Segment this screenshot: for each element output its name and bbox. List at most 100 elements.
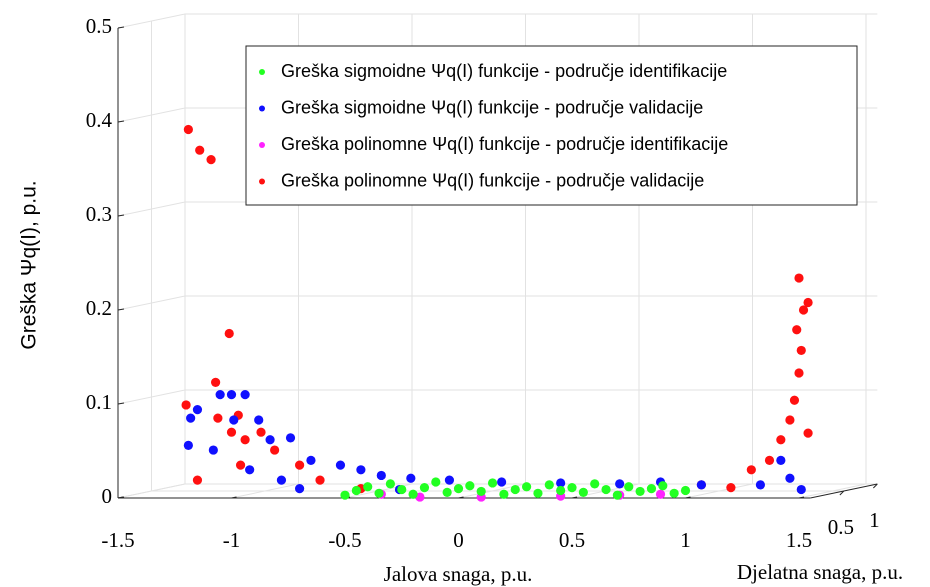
- point: [240, 435, 250, 445]
- grid-line: [151, 21, 844, 492]
- x-tick-label: -0.5: [328, 528, 361, 552]
- point: [215, 390, 225, 400]
- y-tick: [117, 214, 125, 217]
- point: [408, 489, 418, 499]
- point: [226, 427, 237, 437]
- x-tick: [117, 496, 124, 499]
- point: [315, 475, 325, 485]
- x-tick: [231, 496, 237, 499]
- point: [183, 124, 193, 135]
- y-axis-label: Greška Ψq(I), p.u.: [18, 180, 41, 349]
- point: [615, 479, 625, 489]
- point: [635, 486, 645, 497]
- point: [340, 490, 350, 500]
- point: [285, 433, 296, 443]
- point: [612, 490, 623, 500]
- legend-label: Greška polinomne Ψq(I) funkcije - područ…: [281, 170, 704, 190]
- legend-box: [245, 45, 858, 206]
- point: [669, 488, 679, 498]
- legend-marker: [259, 105, 265, 112]
- point: [796, 484, 806, 495]
- point: [794, 273, 804, 283]
- y-tick-label: 0.5: [86, 14, 112, 38]
- grid-line: [117, 295, 878, 311]
- z-tick: [872, 483, 878, 489]
- point: [419, 483, 430, 493]
- point: [256, 427, 266, 437]
- point: [351, 485, 361, 496]
- point: [764, 455, 775, 465]
- z-tick-label: 1: [869, 508, 880, 532]
- point: [224, 328, 234, 339]
- point: [453, 484, 464, 494]
- grid-line: [117, 13, 878, 29]
- y-tick-label: 0.3: [86, 202, 112, 226]
- point: [183, 440, 193, 450]
- x-tick: [458, 496, 464, 499]
- point: [522, 482, 532, 492]
- point: [276, 475, 287, 485]
- point: [235, 460, 246, 470]
- z-tick: [839, 490, 845, 496]
- point: [776, 455, 786, 465]
- legend-label: Greška sigmoidne Ψq(I) funkcije - područ…: [281, 61, 727, 81]
- x-tick: [798, 496, 805, 499]
- point: [556, 485, 566, 496]
- point: [335, 460, 346, 470]
- point: [270, 445, 280, 455]
- point: [696, 480, 706, 490]
- point: [510, 484, 520, 495]
- point: [789, 395, 800, 405]
- point: [226, 390, 237, 400]
- point: [726, 483, 736, 493]
- point: [295, 460, 305, 470]
- point: [356, 465, 366, 475]
- x-tick: [571, 496, 578, 499]
- point: [363, 482, 373, 492]
- point: [211, 377, 221, 387]
- point: [556, 478, 566, 488]
- point: [499, 489, 509, 499]
- point: [487, 478, 498, 488]
- point: [397, 484, 407, 495]
- point: [186, 413, 196, 423]
- point: [476, 486, 486, 497]
- point: [265, 435, 275, 445]
- grid-line: [184, 14, 878, 485]
- legend-marker: [259, 69, 265, 75]
- point: [254, 415, 264, 425]
- point: [406, 473, 416, 483]
- y-tick-label: 0.2: [86, 296, 112, 320]
- point: [578, 487, 588, 497]
- y-tick: [117, 308, 125, 311]
- y-tick-label: 0: [102, 484, 113, 508]
- point: [544, 480, 554, 490]
- point: [295, 484, 305, 494]
- point: [229, 415, 239, 425]
- point: [240, 390, 250, 400]
- y-tick-label: 0.1: [86, 390, 112, 414]
- point: [785, 473, 795, 483]
- y-tick-label: 0.4: [86, 108, 113, 132]
- point: [181, 400, 191, 410]
- legend-marker: [259, 142, 265, 148]
- point: [374, 488, 384, 498]
- legend-marker: [259, 178, 265, 185]
- point: [792, 325, 802, 335]
- point: [306, 455, 316, 465]
- legend-label: Greška sigmoidne Ψq(I) funkcije - područ…: [281, 97, 703, 117]
- point: [796, 345, 806, 356]
- point: [444, 475, 455, 485]
- x-tick-label: 1.5: [786, 528, 812, 552]
- x-tick-label: 0.5: [559, 528, 585, 552]
- x-tick: [685, 496, 691, 499]
- point: [803, 297, 813, 308]
- point: [776, 435, 786, 445]
- point: [442, 487, 452, 497]
- x-tick-label: 0: [453, 528, 464, 552]
- y-tick: [117, 26, 125, 29]
- point: [755, 480, 766, 490]
- point: [192, 475, 203, 485]
- point: [208, 445, 218, 455]
